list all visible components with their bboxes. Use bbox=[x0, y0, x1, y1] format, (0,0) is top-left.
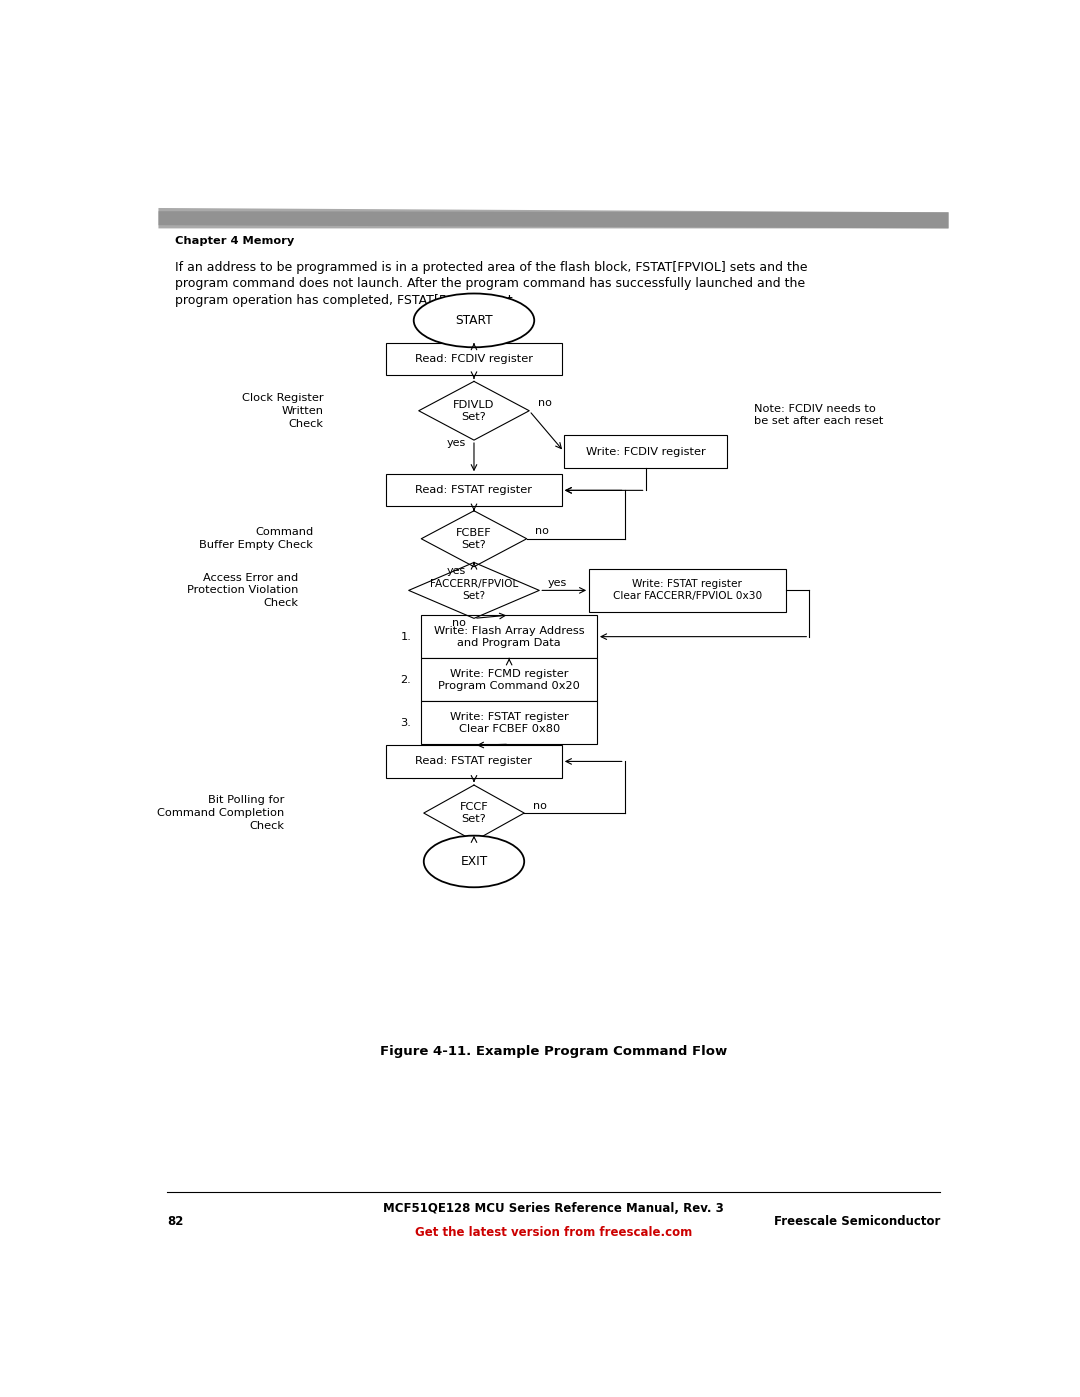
Bar bbox=[387, 474, 562, 507]
Text: Note: FCDIV needs to
be set after each reset: Note: FCDIV needs to be set after each r… bbox=[754, 404, 883, 426]
Bar bbox=[421, 701, 597, 745]
Text: Write: FCDIV register: Write: FCDIV register bbox=[585, 447, 705, 457]
Text: no: no bbox=[532, 800, 546, 810]
Text: Get the latest version from freescale.com: Get the latest version from freescale.co… bbox=[415, 1227, 692, 1239]
Text: EXIT: EXIT bbox=[460, 855, 487, 868]
Bar bbox=[387, 344, 562, 376]
Polygon shape bbox=[159, 208, 948, 229]
Text: FACCERR/FPVIOL
Set?: FACCERR/FPVIOL Set? bbox=[430, 580, 518, 601]
Text: 1.: 1. bbox=[401, 631, 411, 641]
Text: Write: FSTAT register
Clear FCBEF 0x80: Write: FSTAT register Clear FCBEF 0x80 bbox=[449, 711, 568, 733]
Polygon shape bbox=[421, 511, 527, 567]
Text: Read: FSTAT register: Read: FSTAT register bbox=[416, 756, 532, 767]
Text: Write: Flash Array Address
and Program Data: Write: Flash Array Address and Program D… bbox=[434, 626, 584, 648]
Bar bbox=[421, 615, 597, 658]
Text: FCBEF
Set?: FCBEF Set? bbox=[456, 528, 491, 550]
Text: program command does not launch. After the program command has successfully laun: program command does not launch. After t… bbox=[175, 278, 806, 291]
Text: Clock Register
Written
Check: Clock Register Written Check bbox=[242, 393, 323, 429]
Polygon shape bbox=[408, 563, 539, 619]
Text: yes: yes bbox=[446, 439, 465, 448]
Bar bbox=[589, 569, 786, 612]
Polygon shape bbox=[159, 211, 948, 229]
Text: 2.: 2. bbox=[401, 675, 411, 685]
Text: START: START bbox=[455, 314, 492, 327]
Text: Bit Polling for
Command Completion
Check: Bit Polling for Command Completion Check bbox=[157, 795, 284, 831]
Text: 3.: 3. bbox=[401, 718, 411, 728]
Text: Read: FCDIV register: Read: FCDIV register bbox=[415, 353, 534, 365]
Ellipse shape bbox=[414, 293, 535, 348]
Text: Chapter 4 Memory: Chapter 4 Memory bbox=[175, 236, 295, 246]
Text: Write: FCMD register
Program Command 0x20: Write: FCMD register Program Command 0x2… bbox=[438, 669, 580, 690]
Text: Freescale Semiconductor: Freescale Semiconductor bbox=[773, 1215, 941, 1228]
Text: FDIVLD
Set?: FDIVLD Set? bbox=[454, 400, 495, 422]
Text: yes: yes bbox=[548, 578, 567, 588]
Text: no: no bbox=[451, 617, 465, 627]
Text: 82: 82 bbox=[166, 1215, 184, 1228]
Bar bbox=[387, 745, 562, 778]
Text: yes: yes bbox=[446, 566, 465, 576]
Polygon shape bbox=[419, 381, 529, 440]
Text: Access Error and
Protection Violation
Check: Access Error and Protection Violation Ch… bbox=[187, 573, 298, 608]
Bar bbox=[564, 436, 727, 468]
Text: no: no bbox=[538, 398, 552, 408]
Text: program operation has completed, FSTAT[FCCF] is set.: program operation has completed, FSTAT[F… bbox=[175, 293, 517, 307]
Text: Command
Buffer Empty Check: Command Buffer Empty Check bbox=[200, 527, 313, 550]
Text: Write: FSTAT register
Clear FACCERR/FPVIOL 0x30: Write: FSTAT register Clear FACCERR/FPVI… bbox=[612, 580, 762, 601]
Text: yes: yes bbox=[446, 841, 465, 851]
Text: no: no bbox=[535, 527, 549, 536]
Text: Read: FSTAT register: Read: FSTAT register bbox=[416, 485, 532, 496]
Ellipse shape bbox=[423, 835, 524, 887]
Text: MCF51QE128 MCU Series Reference Manual, Rev. 3: MCF51QE128 MCU Series Reference Manual, … bbox=[383, 1203, 724, 1215]
Bar bbox=[421, 658, 597, 701]
Text: FCCF
Set?: FCCF Set? bbox=[460, 802, 488, 824]
Text: Figure 4-11. Example Program Command Flow: Figure 4-11. Example Program Command Flo… bbox=[380, 1045, 727, 1059]
Text: If an address to be programmed is in a protected area of the flash block, FSTAT[: If an address to be programmed is in a p… bbox=[175, 261, 808, 274]
Polygon shape bbox=[423, 785, 524, 841]
